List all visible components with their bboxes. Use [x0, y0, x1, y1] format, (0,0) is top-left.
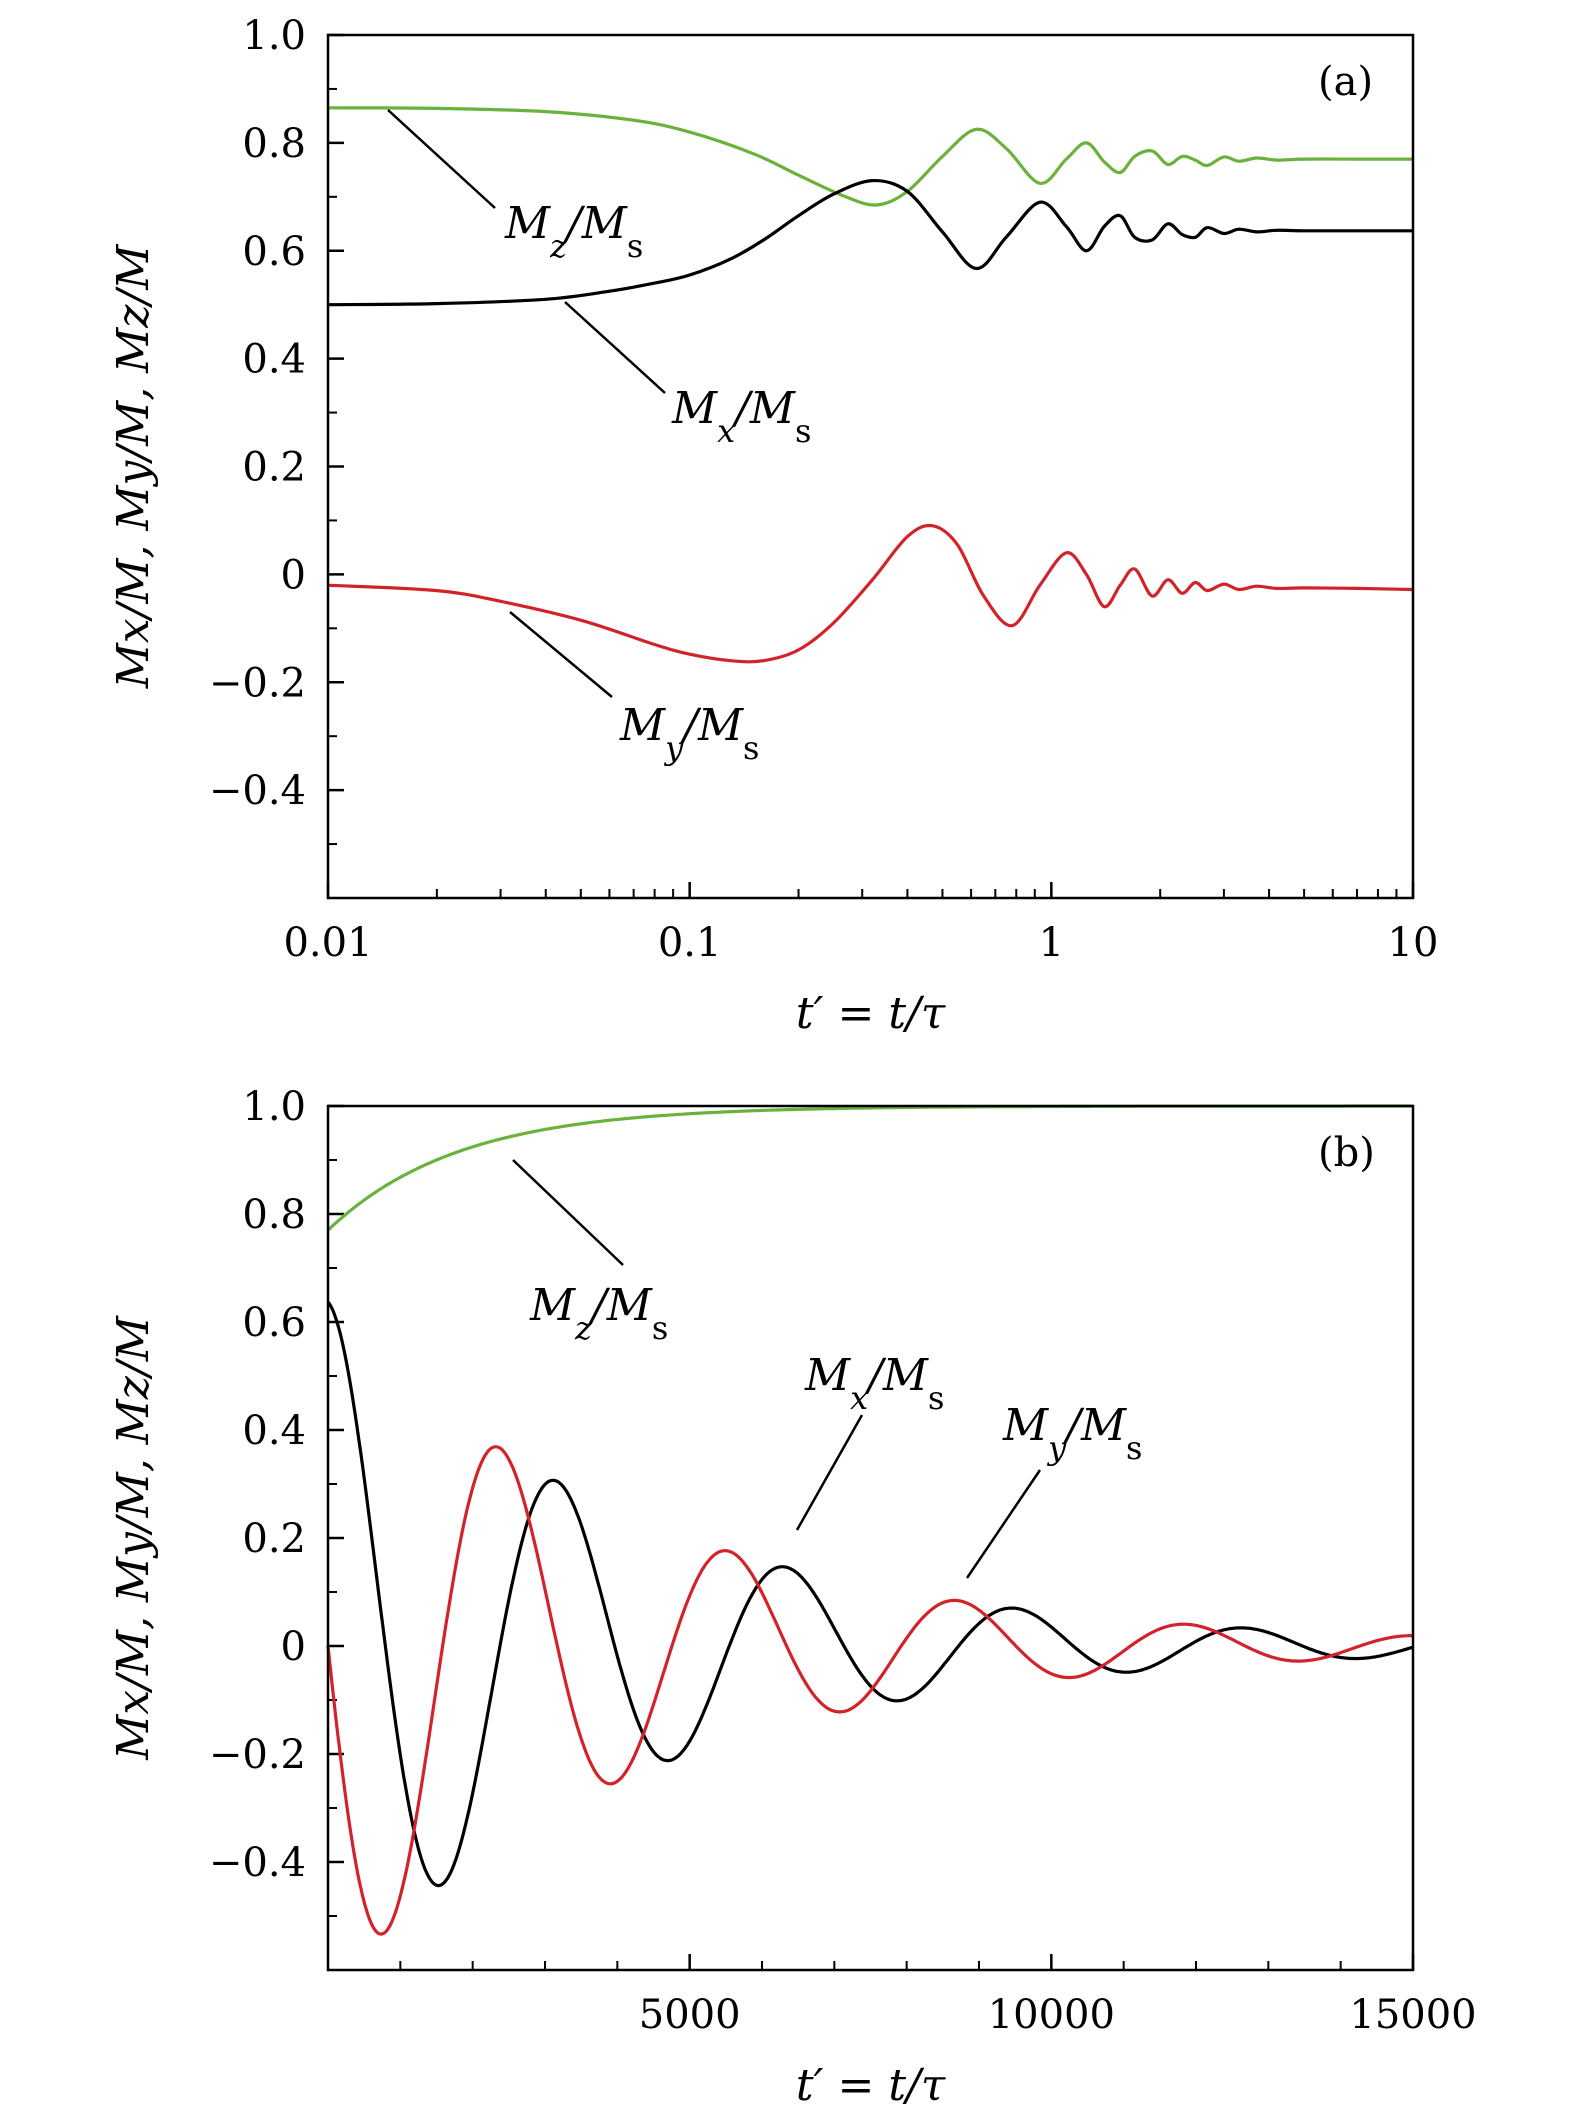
x-tick-label: 1	[1039, 920, 1064, 966]
annotation-leader-my-ms	[509, 611, 613, 698]
panel-b-plot-frame	[326, 1104, 1415, 1972]
y-tick-label: 1.0	[242, 13, 306, 59]
panel-b-annotation-leaders: Mz/Ms Mx/Ms My/Ms	[512, 1159, 1142, 1579]
annotation-leader-mx-ms	[795, 1414, 864, 1531]
panel-b-ticks: 1.0 0.8 0.6 0.4 0.2 0 −0.2 −0.4 5000 10000 15000	[209, 1084, 1477, 2038]
y-tick-label: 0.4	[242, 1408, 306, 1454]
annotation-leader-mz-ms	[512, 1159, 624, 1266]
y-tick-label: 0.6	[242, 229, 306, 275]
series-line-mx-ms	[326, 1301, 1414, 1888]
y-tick-label: −0.2	[209, 1732, 306, 1778]
panel-a-ticks: 1.0 0.8 0.6 0.4 0.2 0 −0.2 −0.4 0.01 0.1 1 10	[209, 13, 1439, 966]
series-line-my-ms	[326, 1445, 1413, 1936]
x-tick-label: 0.1	[658, 920, 722, 966]
y-tick-label: −0.4	[209, 1840, 306, 1886]
y-tick-label: 0.8	[242, 121, 306, 167]
y-tick-label: 1.0	[242, 1084, 306, 1130]
y-tick-label: 0.8	[242, 1192, 306, 1238]
series-line-my-ms	[327, 523, 1414, 664]
x-tick-label: 10000	[988, 1992, 1115, 2038]
y-tick-label: 0.4	[242, 337, 306, 383]
panel-b-curves	[326, 1104, 1414, 1936]
annotation-label-mz-ms: Mz/Ms	[504, 198, 643, 265]
panel-a-curves	[327, 106, 1414, 664]
annotation-label-my-ms: My/Ms	[619, 700, 759, 767]
y-tick-label: −0.4	[209, 768, 306, 814]
panel-a-x-axis-title: t′ = t/τ	[796, 988, 946, 1039]
panel-b-tag: (b)	[1318, 1130, 1375, 1176]
panel-b-x-axis-title: t′ = t/τ	[796, 2060, 946, 2111]
x-tick-label: 15000	[1349, 1992, 1476, 2038]
x-tick-label: 0.01	[283, 920, 372, 966]
annotation-label-my-ms: My/Ms	[1002, 1400, 1142, 1467]
panel-a-annotation-leaders: Mz/Ms Mx/Ms My/Ms	[387, 109, 811, 767]
panel-a: 1.0 0.8 0.6 0.4 0.2 0 −0.2 −0.4 0.01 0.1 1 10 Mz/Ms…	[108, 13, 1438, 1039]
y-tick-label: 0	[281, 552, 306, 598]
series-line-mz-ms	[326, 1104, 1413, 1232]
annotation-leader-mz-ms	[387, 109, 496, 209]
y-tick-label: 0	[281, 1624, 306, 1670]
annotation-leader-my-ms	[965, 1469, 1042, 1579]
y-tick-label: −0.2	[209, 660, 306, 706]
panel-a-tag: (a)	[1318, 59, 1373, 105]
y-tick-label: 0.2	[242, 445, 306, 491]
panel-a-plot-frame	[326, 33, 1415, 900]
y-tick-label: 0.2	[242, 1516, 306, 1562]
series-line-mx-ms	[327, 178, 1413, 307]
annotation-label-mx-ms: Mx/Ms	[804, 1350, 944, 1417]
annotation-label-mx-ms: Mx/Ms	[671, 383, 811, 450]
annotation-leader-mx-ms	[564, 301, 666, 394]
annotation-label-mz-ms: Mz/Ms	[529, 1280, 668, 1347]
y-tick-label: 0.6	[242, 1300, 306, 1346]
panel-a-y-axis-title: Mx/M, My/M, Mz/M	[108, 244, 159, 690]
x-tick-label: 10	[1388, 920, 1439, 966]
panel-b: 1.0 0.8 0.6 0.4 0.2 0 −0.2 −0.4 5000 10000 15000 M…	[108, 1084, 1477, 2111]
x-tick-label: 5000	[639, 1992, 741, 2038]
panel-b-y-axis-title: Mx/M, My/M, Mz/M	[108, 1315, 159, 1761]
series-line-mz-ms	[327, 106, 1413, 207]
